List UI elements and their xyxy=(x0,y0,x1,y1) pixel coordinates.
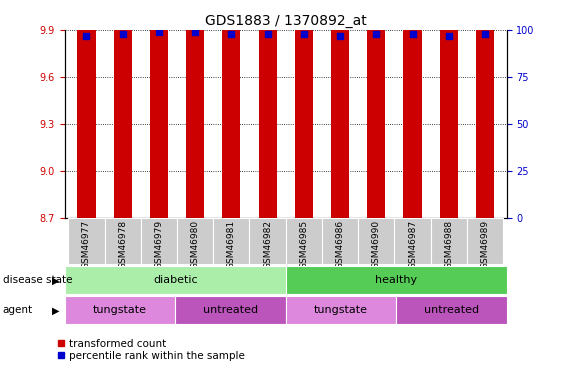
Text: diabetic: diabetic xyxy=(153,275,198,285)
Text: GSM46979: GSM46979 xyxy=(154,220,163,269)
Bar xyxy=(249,217,286,264)
Text: ▶: ▶ xyxy=(52,305,59,315)
Bar xyxy=(175,296,285,324)
Bar xyxy=(222,0,240,217)
Point xyxy=(263,31,272,37)
Text: disease state: disease state xyxy=(3,275,72,285)
Bar xyxy=(440,0,458,217)
Text: GSM46981: GSM46981 xyxy=(227,220,236,269)
Bar xyxy=(141,217,177,264)
Text: untreated: untreated xyxy=(203,305,258,315)
Bar xyxy=(285,296,396,324)
Point xyxy=(82,33,91,39)
Point xyxy=(408,31,417,37)
Bar xyxy=(68,217,105,264)
Bar xyxy=(150,0,168,217)
Point xyxy=(372,31,381,37)
Text: GSM46985: GSM46985 xyxy=(300,220,309,269)
Point xyxy=(227,31,236,37)
Point xyxy=(118,31,127,37)
Text: ▶: ▶ xyxy=(52,275,59,285)
Title: GDS1883 / 1370892_at: GDS1883 / 1370892_at xyxy=(205,13,367,28)
Text: tungstate: tungstate xyxy=(314,305,368,315)
Bar xyxy=(295,0,313,217)
Text: healthy: healthy xyxy=(375,275,417,285)
Text: GSM46987: GSM46987 xyxy=(408,220,417,269)
Bar xyxy=(78,0,96,217)
Bar xyxy=(177,217,213,264)
Bar xyxy=(286,217,322,264)
Bar xyxy=(322,217,358,264)
Point xyxy=(480,31,489,37)
Bar xyxy=(65,266,285,294)
Bar xyxy=(114,0,132,217)
Text: GSM46980: GSM46980 xyxy=(191,220,200,269)
Bar xyxy=(65,296,175,324)
Text: GSM46986: GSM46986 xyxy=(336,220,345,269)
Bar xyxy=(476,0,494,217)
Point xyxy=(300,31,309,37)
Bar xyxy=(395,217,431,264)
Text: tungstate: tungstate xyxy=(93,305,147,315)
Point xyxy=(336,33,345,39)
Bar xyxy=(431,217,467,264)
Text: GSM46982: GSM46982 xyxy=(263,220,272,269)
Bar xyxy=(358,217,395,264)
Bar xyxy=(105,217,141,264)
Text: agent: agent xyxy=(3,305,33,315)
Text: GSM46988: GSM46988 xyxy=(444,220,453,269)
Bar xyxy=(285,266,507,294)
Text: GSM46977: GSM46977 xyxy=(82,220,91,269)
Bar xyxy=(258,0,276,217)
Bar xyxy=(367,0,385,217)
Bar xyxy=(213,217,249,264)
Point xyxy=(444,33,453,39)
Bar xyxy=(396,296,507,324)
Text: GSM46978: GSM46978 xyxy=(118,220,127,269)
Text: untreated: untreated xyxy=(424,305,479,315)
Bar xyxy=(404,0,422,217)
Bar xyxy=(467,217,503,264)
Bar xyxy=(331,0,349,217)
Point xyxy=(154,29,163,35)
Legend: transformed count, percentile rank within the sample: transformed count, percentile rank withi… xyxy=(59,339,245,361)
Bar xyxy=(186,0,204,217)
Point xyxy=(191,29,200,35)
Text: GSM46989: GSM46989 xyxy=(480,220,489,269)
Text: GSM46990: GSM46990 xyxy=(372,220,381,269)
